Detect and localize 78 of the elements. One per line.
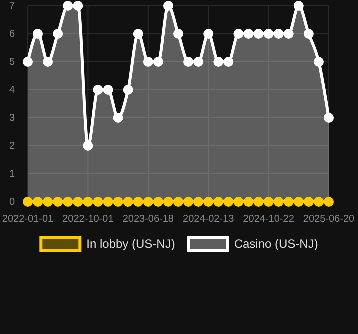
point: [43, 197, 54, 207]
point: [123, 197, 134, 207]
point: [33, 29, 44, 39]
point: [204, 197, 214, 207]
point: [93, 85, 104, 95]
y-tick-label: 3: [9, 113, 16, 124]
point: [133, 197, 144, 207]
point: [23, 57, 33, 67]
y-tick-label: 4: [9, 85, 16, 96]
point: [194, 57, 204, 67]
point: [133, 29, 144, 39]
point: [294, 197, 304, 207]
y-tick-label: 6: [9, 29, 16, 40]
point: [274, 197, 284, 207]
point: [73, 1, 84, 11]
point: [224, 57, 234, 67]
y-tick-label: 5: [9, 57, 16, 68]
point: [174, 29, 184, 39]
point: [174, 197, 184, 207]
point: [23, 197, 33, 207]
point: [143, 197, 154, 207]
point: [63, 197, 74, 207]
point: [123, 85, 134, 95]
point: [294, 1, 304, 11]
point: [103, 85, 114, 95]
point: [113, 197, 124, 207]
x-tick-label: 2022-01-01: [2, 214, 54, 226]
point: [53, 197, 64, 207]
point: [184, 197, 194, 207]
point: [113, 113, 124, 123]
point: [53, 29, 64, 39]
point: [103, 197, 114, 207]
point: [143, 57, 154, 67]
point: [324, 113, 334, 123]
point: [73, 197, 84, 207]
x-tick-label: 2024-02-13: [183, 214, 235, 226]
y-tick-label: 1: [9, 169, 16, 180]
legend-label: Casino (US-NJ): [234, 237, 318, 251]
point: [153, 57, 164, 67]
point: [214, 57, 224, 67]
point: [264, 197, 274, 207]
point: [224, 197, 234, 207]
point: [314, 57, 324, 67]
point: [93, 197, 104, 207]
point: [63, 1, 74, 11]
point: [264, 29, 274, 39]
point: [83, 141, 94, 151]
point: [254, 29, 264, 39]
point: [284, 29, 294, 39]
point: [284, 197, 294, 207]
point: [244, 29, 254, 39]
y-tick-label: 2: [9, 141, 16, 152]
x-tick-label: 2023-06-18: [122, 214, 174, 226]
point: [33, 197, 44, 207]
x-tick-label: 2024-10-22: [243, 214, 295, 226]
point: [274, 29, 284, 39]
point: [163, 1, 174, 11]
y-tick-label: 7: [9, 1, 16, 12]
point: [83, 197, 94, 207]
point: [304, 29, 314, 39]
point: [153, 197, 164, 207]
point: [304, 197, 314, 207]
point: [214, 197, 224, 207]
point: [163, 197, 174, 207]
point: [184, 57, 194, 67]
point: [194, 197, 204, 207]
x-tick-label: 2025-06-20: [303, 214, 356, 226]
legend-label: In lobby (US-NJ): [86, 237, 176, 251]
point: [244, 197, 254, 207]
point: [43, 57, 54, 67]
point: [314, 197, 324, 207]
point: [234, 197, 244, 207]
y-tick-label: 0: [9, 197, 16, 208]
point: [204, 29, 214, 39]
point: [324, 197, 334, 207]
x-tick-label: 2022-10-01: [62, 214, 114, 226]
point: [234, 29, 244, 39]
point: [254, 197, 264, 207]
